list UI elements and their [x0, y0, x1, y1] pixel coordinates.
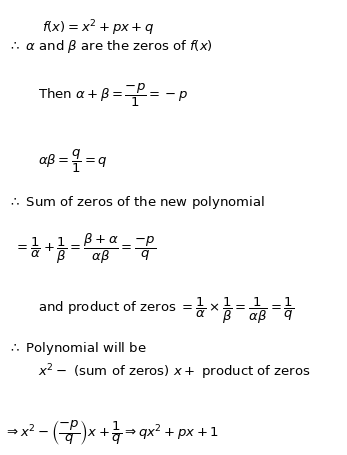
Text: $\therefore\ \alpha$ and $\beta$ are the zeros of $f(x)$: $\therefore\ \alpha$ and $\beta$ are the…	[8, 38, 213, 55]
Text: $\therefore$ Polynomial will be: $\therefore$ Polynomial will be	[8, 339, 146, 356]
Text: $\alpha\beta = \dfrac{q}{1} = q$: $\alpha\beta = \dfrac{q}{1} = q$	[38, 148, 108, 175]
Text: $f(x) = x^2 + px + q$: $f(x) = x^2 + px + q$	[42, 18, 154, 37]
Text: $\Rightarrow x^2 - \left(\dfrac{-p}{q}\right)x + \dfrac{1}{q} \Rightarrow qx^2 +: $\Rightarrow x^2 - \left(\dfrac{-p}{q}\r…	[4, 417, 219, 446]
Text: and product of zeros $= \dfrac{1}{\alpha} \times \dfrac{1}{\beta} = \dfrac{1}{\a: and product of zeros $= \dfrac{1}{\alpha…	[38, 295, 294, 325]
Text: $x^2 -$ (sum of zeros) $x +$ product of zeros: $x^2 -$ (sum of zeros) $x +$ product of …	[38, 361, 311, 381]
Text: $= \dfrac{1}{\alpha} + \dfrac{1}{\beta} = \dfrac{\beta + \alpha}{\alpha\beta} = : $= \dfrac{1}{\alpha} + \dfrac{1}{\beta} …	[14, 232, 156, 266]
Text: Then $\alpha + \beta = \dfrac{-p}{1} = -p$: Then $\alpha + \beta = \dfrac{-p}{1} = -…	[38, 82, 188, 109]
Text: $\therefore$ Sum of zeros of the new polynomial: $\therefore$ Sum of zeros of the new pol…	[8, 193, 265, 211]
